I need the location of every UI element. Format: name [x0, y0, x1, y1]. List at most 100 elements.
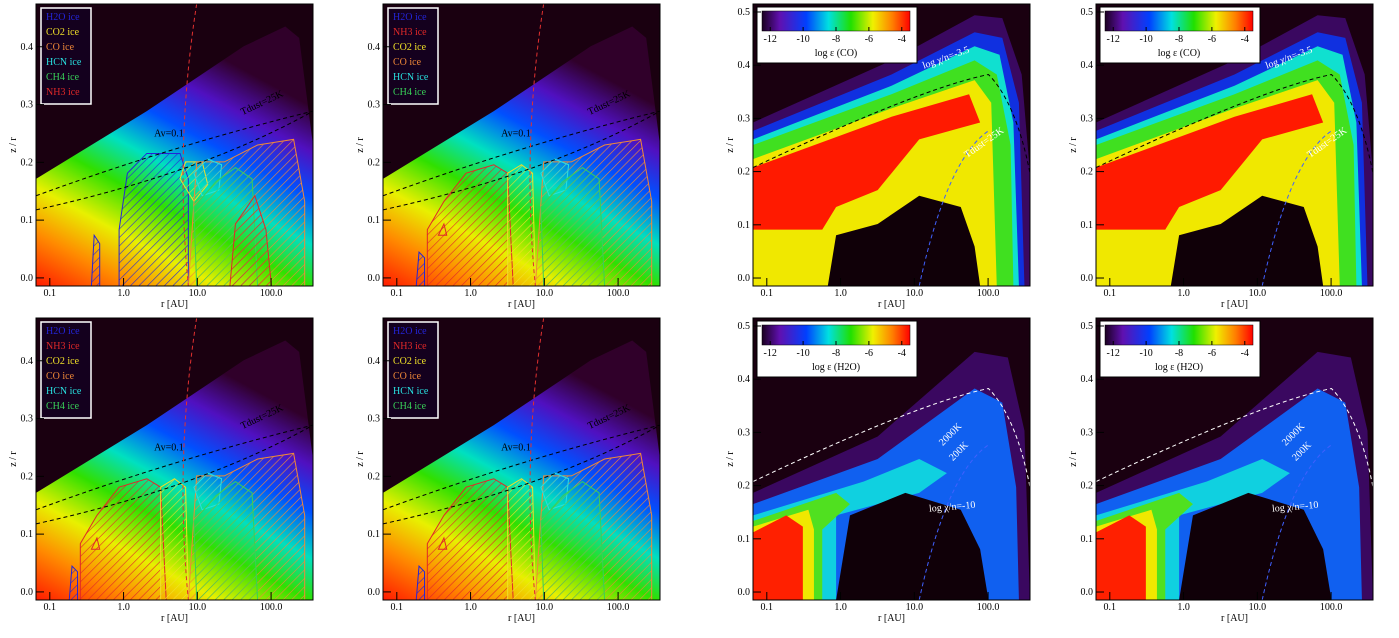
colorbar-tick-label: -12	[1107, 348, 1120, 359]
legend-box	[40, 321, 92, 419]
colorbar-label: log ε (CO)	[1158, 48, 1201, 59]
contour	[383, 110, 660, 211]
y-tick-label: 0.0	[1081, 587, 1094, 598]
contour	[182, 4, 198, 286]
ice-region	[437, 222, 448, 236]
colorbar-tick-label: -8	[1175, 34, 1183, 45]
ice-region	[437, 536, 448, 550]
panel: H2O ice CO2 ice CO ice HCN ice CH4 ice NH3 ic…	[8, 3, 314, 310]
plot-frame	[35, 3, 314, 287]
x-tick-label: 100.0	[260, 288, 283, 299]
x-tick-label: 10.0	[1249, 602, 1267, 613]
y-tick-label: 0.0	[21, 273, 34, 284]
y-tick-label: 0.1	[368, 529, 381, 540]
y-tick-label: 0.3	[738, 427, 751, 438]
x-tick-label: 100.0	[1320, 602, 1343, 613]
legend-entry: H2O ice	[46, 12, 80, 23]
x-tick-label: 10.0	[906, 602, 924, 613]
plot-frame	[1095, 3, 1374, 287]
colorbar: -12 -10 -8 -6 -4 log ε (H2O)	[1099, 320, 1261, 378]
plot-frame	[382, 3, 661, 287]
y-tick-label: 0.2	[1081, 167, 1094, 178]
legend-entry: CH4 ice	[393, 87, 427, 98]
x-tick-label: 1.0	[117, 602, 130, 613]
ice-region	[118, 152, 189, 286]
colorbar-tick-label: -4	[1241, 34, 1249, 45]
ice-region	[507, 164, 536, 286]
contour	[918, 444, 989, 600]
colorbar: -12 -10 -8 -6 -4 log ε (CO)	[756, 6, 918, 64]
y-axis-label: z / r	[1068, 451, 1079, 467]
x-tick-label: 10.0	[536, 288, 554, 299]
y-tick-label: 0.0	[1081, 273, 1094, 284]
x-tick-label: 0.1	[1104, 288, 1117, 299]
abundance-field	[1179, 492, 1332, 600]
y-tick-label: 0.0	[738, 587, 751, 598]
contour	[1261, 130, 1332, 286]
y-tick-label: 0.5	[738, 321, 751, 332]
legend-entry: HCN ice	[393, 72, 429, 83]
y-tick-label: 0.1	[738, 220, 751, 231]
x-tick-label: 10.0	[189, 602, 207, 613]
y-axis-label: z / r	[8, 451, 19, 467]
legend-entry: HCN ice	[46, 386, 82, 397]
y-tick-label: 0.2	[21, 157, 34, 168]
colorbar-tick-label: -10	[1139, 34, 1152, 45]
x-tick-label: 100.0	[977, 602, 1000, 613]
legend-box	[387, 321, 439, 419]
y-axis-label: z / r	[355, 451, 366, 467]
colorbar-tick-label: -6	[1208, 34, 1216, 45]
x-tick-label: 100.0	[977, 288, 1000, 299]
y-tick-label: 0.4	[368, 356, 381, 367]
x-tick-label: 100.0	[607, 602, 630, 613]
colorbar-tick-label: -12	[764, 34, 777, 45]
colorbar-tick-label: -12	[1107, 34, 1120, 45]
plot-frame	[1095, 317, 1374, 601]
plot-frame	[752, 317, 1031, 601]
ice-region	[415, 251, 426, 286]
x-axis-label: r [AU]	[878, 299, 905, 310]
y-tick-label: 0.2	[1081, 481, 1094, 492]
x-tick-label: 0.1	[761, 602, 774, 613]
ice-region	[160, 478, 189, 600]
legend-entry: CO2 ice	[46, 27, 80, 38]
x-tick-label: 1.0	[834, 288, 847, 299]
ice-region	[415, 565, 426, 600]
legend-entry: HCN ice	[46, 57, 82, 68]
x-axis-label: r [AU]	[878, 613, 905, 624]
abundance-field	[1170, 195, 1324, 286]
abundance-field	[827, 195, 981, 286]
colorbar: -12 -10 -8 -6 -4 log ε (H2O)	[756, 320, 918, 378]
y-tick-label: 0.3	[21, 414, 34, 425]
y-tick-label: 0.3	[1081, 113, 1094, 124]
y-axis-label: z / r	[355, 137, 366, 153]
x-axis-label: r [AU]	[161, 613, 188, 624]
abundance-field	[753, 515, 803, 600]
plot-area	[36, 4, 313, 286]
x-tick-label: 10.0	[1249, 288, 1267, 299]
annotation: Av=0.1	[501, 443, 531, 454]
contour	[383, 110, 660, 197]
colorbar-tick-label: -4	[1241, 348, 1249, 359]
contour	[918, 130, 989, 286]
y-tick-label: 0.5	[738, 7, 751, 18]
contour	[529, 318, 545, 600]
annotation: log χ/n=-10	[929, 500, 976, 515]
x-tick-label: 0.1	[391, 602, 404, 613]
abundance-field	[1096, 515, 1146, 600]
y-tick-label: 0.0	[368, 587, 381, 598]
colorbar-tick-label: -6	[865, 348, 873, 359]
x-tick-label: 0.1	[44, 288, 57, 299]
x-tick-label: 100.0	[607, 288, 630, 299]
ice-region	[68, 565, 79, 600]
panel: H2O ice NH3 ice CO2 ice CO ice HCN ice CH4 ic…	[8, 317, 314, 624]
y-tick-label: 0.1	[1081, 220, 1094, 231]
panel: H2O ice NH3 ice CO2 ice CO ice HCN ice CH4 ic…	[355, 3, 661, 310]
legend-entry: CO ice	[46, 42, 75, 53]
y-tick-label: 0.3	[368, 414, 381, 425]
y-axis-label: z / r	[725, 451, 736, 467]
